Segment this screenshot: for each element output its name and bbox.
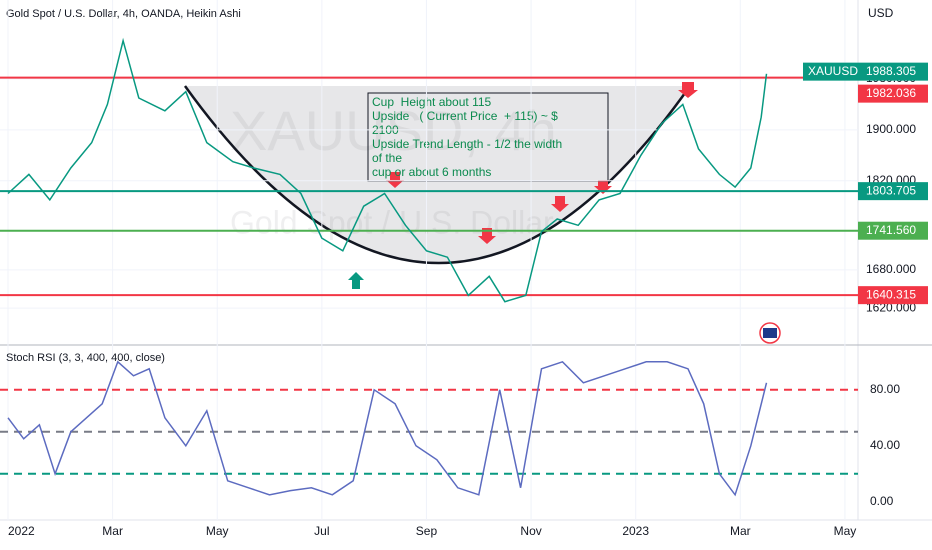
level-label-box bbox=[858, 182, 928, 201]
current-name: XAUUSD bbox=[808, 64, 858, 78]
y-tick-label: 1680.000 bbox=[866, 262, 916, 276]
flag-icon-body bbox=[763, 328, 777, 338]
x-tick-label: Nov bbox=[520, 524, 541, 538]
level-label: 1741.560 bbox=[866, 223, 916, 237]
chart-title: Gold Spot / U.S. Dollar, 4h, OANDA, Heik… bbox=[6, 8, 241, 20]
annotation-line: Upside ( Current Price + 115) ~ $ bbox=[372, 109, 558, 123]
arrow-down bbox=[594, 180, 612, 194]
x-tick-label: Sep bbox=[416, 524, 438, 538]
arrow-down bbox=[551, 196, 569, 212]
x-tick-label: May bbox=[206, 524, 229, 538]
y-tick-label: 40.00 bbox=[870, 438, 900, 452]
arrows bbox=[348, 82, 698, 289]
x-tick-label: Mar bbox=[730, 524, 751, 538]
x-tick-label: Jul bbox=[314, 524, 329, 538]
level-label: 1982.036 bbox=[866, 86, 916, 100]
current-price: 1988.305 bbox=[866, 64, 916, 78]
indicator-line bbox=[7, 360, 768, 497]
flag-icon bbox=[759, 322, 781, 344]
level-label: 1640.315 bbox=[866, 287, 916, 301]
current-name-box bbox=[803, 62, 858, 81]
arrow-up bbox=[348, 272, 364, 289]
price-line bbox=[7, 37, 768, 303]
y-tick-label: 0.00 bbox=[870, 494, 894, 508]
x-tick-label: Mar bbox=[102, 524, 123, 538]
level-label-box bbox=[858, 221, 928, 240]
cup-curve bbox=[183, 85, 692, 265]
watermark-name: Gold Spot / U.S. Dollar bbox=[230, 204, 554, 240]
arrow-down bbox=[386, 172, 404, 188]
annotation-line: cup or about 6 months bbox=[372, 165, 491, 179]
x-tick-label: 2022 bbox=[8, 524, 35, 538]
y-tick-label: 80.00 bbox=[870, 382, 900, 396]
arrow-down bbox=[678, 82, 698, 98]
level-label-box bbox=[858, 84, 928, 103]
y-tick-label: 1900.000 bbox=[866, 122, 916, 136]
current-price-box bbox=[858, 62, 928, 81]
annotation-line: Upside Trend Length - 1/2 the width bbox=[372, 137, 562, 151]
level-label-box bbox=[858, 286, 928, 305]
currency: USD bbox=[868, 6, 894, 20]
x-tick-label: May bbox=[834, 524, 857, 538]
x-tick-label: 2023 bbox=[622, 524, 649, 538]
arrow-down bbox=[478, 228, 496, 244]
annotation-line: Cup Height about 115 bbox=[372, 95, 492, 109]
indicator-title: Stoch RSI (3, 3, 400, 400, close) bbox=[6, 352, 165, 364]
annotation-line: of the bbox=[372, 151, 402, 165]
level-label: 1803.705 bbox=[866, 183, 916, 197]
